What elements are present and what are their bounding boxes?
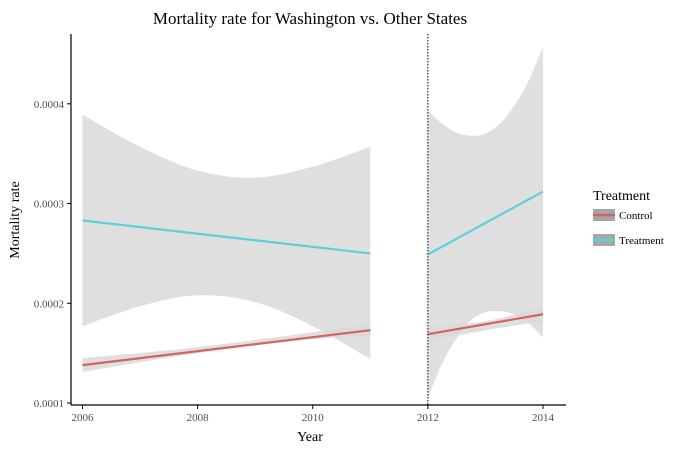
x-tick-label: 2010 bbox=[302, 412, 325, 424]
x-axis-title: Year bbox=[297, 430, 323, 445]
confidence-bands bbox=[82, 47, 543, 398]
x-axis-ticks: 2006 2008 2010 2012 2014 bbox=[72, 405, 555, 424]
x-tick-label: 2008 bbox=[187, 412, 210, 424]
legend-label-control: Control bbox=[619, 210, 653, 222]
series-lines bbox=[82, 190, 544, 367]
y-axis-ticks: 0.0001 0.0002 0.0003 0.0004 bbox=[34, 99, 71, 410]
y-axis-title: Mortality rate bbox=[8, 181, 23, 258]
line-treatment-segment-2 bbox=[427, 190, 544, 256]
legend-title: Treatment bbox=[593, 189, 650, 204]
y-tick-label: 0.0004 bbox=[34, 99, 65, 111]
x-tick-label: 2006 bbox=[72, 412, 95, 424]
y-tick-label: 0.0001 bbox=[34, 398, 64, 410]
chart-title: Mortality rate for Washington vs. Other … bbox=[153, 9, 467, 28]
line-control-segment-1 bbox=[82, 329, 371, 367]
y-tick-label: 0.0002 bbox=[34, 298, 64, 310]
line-control-segment-2 bbox=[427, 313, 544, 336]
legend: Treatment Control Treatment bbox=[593, 189, 664, 247]
x-tick-label: 2012 bbox=[417, 412, 439, 424]
line-treatment-segment-1 bbox=[82, 219, 371, 255]
y-tick-label: 0.0003 bbox=[34, 199, 65, 211]
legend-label-treatment: Treatment bbox=[619, 235, 664, 247]
x-tick-label: 2014 bbox=[532, 412, 555, 424]
